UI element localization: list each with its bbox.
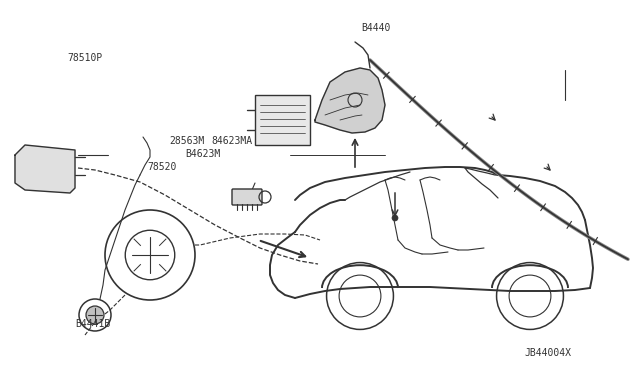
Text: B4440: B4440 [362, 23, 391, 33]
Text: 78510P: 78510P [67, 53, 102, 62]
Text: 28563M: 28563M [170, 137, 205, 146]
FancyBboxPatch shape [232, 189, 262, 205]
Polygon shape [315, 68, 385, 133]
Text: 84623MA: 84623MA [211, 137, 252, 146]
Text: B4623M: B4623M [186, 150, 221, 159]
Text: JB44004X: JB44004X [525, 349, 572, 358]
Text: B4441B: B4441B [76, 319, 111, 328]
Bar [255, 95, 310, 145]
Polygon shape [15, 145, 75, 193]
Circle shape [392, 215, 398, 221]
Text: 78520: 78520 [147, 163, 177, 172]
Circle shape [86, 306, 104, 324]
